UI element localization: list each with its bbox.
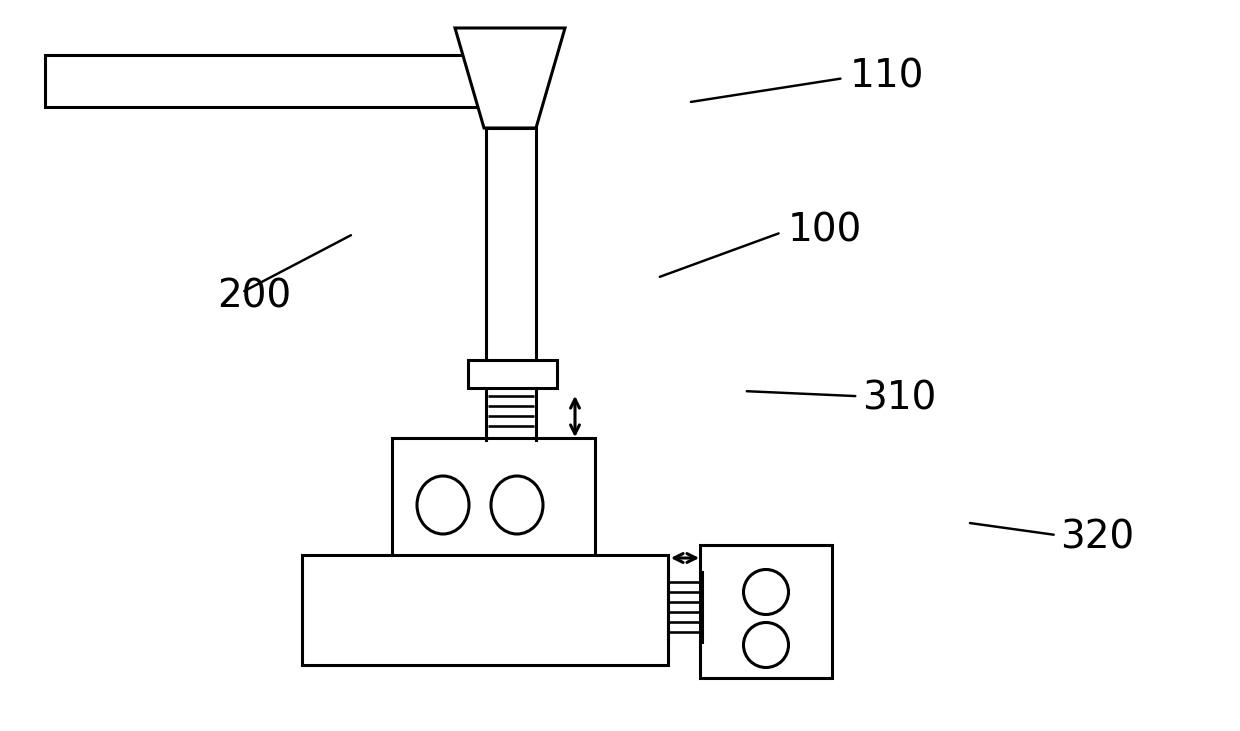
Bar (45, 55, 525, 107)
Ellipse shape (744, 569, 789, 615)
Bar (392, 438, 595, 558)
Bar (303, 555, 668, 665)
Text: 100: 100 (787, 211, 862, 249)
Bar (486, 128, 536, 370)
Text: 310: 310 (862, 379, 936, 417)
Bar (701, 545, 832, 678)
Polygon shape (455, 28, 565, 128)
Text: 200: 200 (217, 277, 291, 315)
Ellipse shape (417, 476, 469, 534)
Ellipse shape (744, 623, 789, 667)
Bar (467, 360, 557, 388)
Text: 320: 320 (1060, 518, 1135, 556)
Ellipse shape (491, 476, 543, 534)
Text: 110: 110 (849, 58, 924, 96)
